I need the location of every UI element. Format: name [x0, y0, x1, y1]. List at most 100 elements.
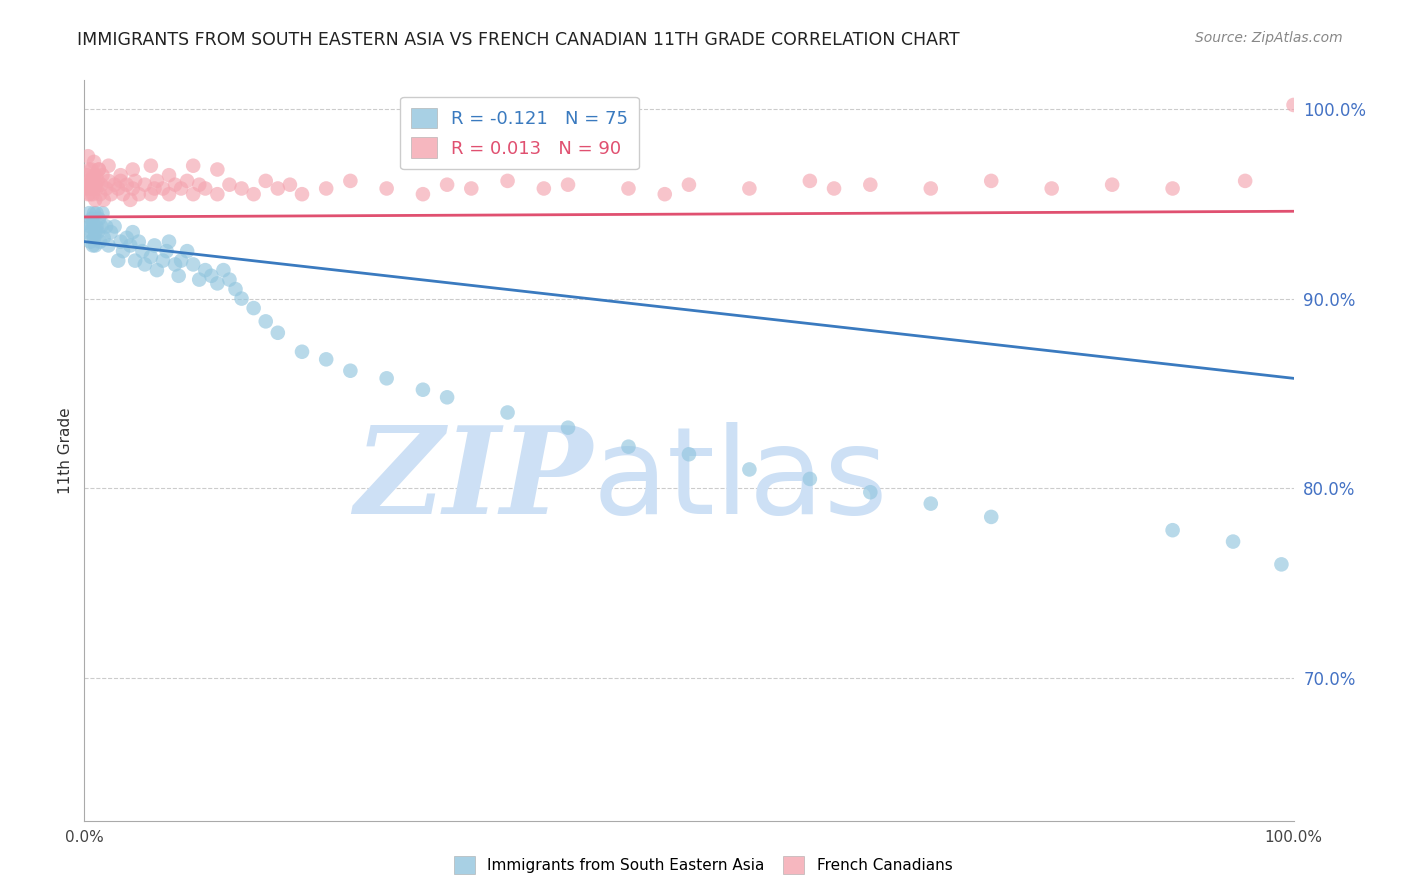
- Point: [143, 181, 166, 195]
- Point: [436, 178, 458, 192]
- Point: [134, 257, 156, 271]
- Point: [181, 257, 204, 271]
- Point: [157, 168, 180, 182]
- Point: [165, 178, 187, 192]
- Point: [93, 193, 115, 207]
- Point: [170, 181, 193, 195]
- Text: Source: ZipAtlas.com: Source: ZipAtlas.com: [1195, 31, 1343, 45]
- Point: [1282, 98, 1305, 112]
- Point: [194, 263, 217, 277]
- Point: [86, 219, 108, 234]
- Point: [165, 257, 187, 271]
- Point: [146, 263, 169, 277]
- Point: [87, 162, 110, 177]
- Point: [79, 174, 101, 188]
- Point: [139, 250, 162, 264]
- Point: [80, 178, 103, 192]
- Point: [76, 181, 98, 195]
- Point: [91, 168, 114, 182]
- Point: [86, 181, 108, 195]
- Point: [1270, 558, 1292, 572]
- Point: [77, 225, 100, 239]
- Point: [104, 178, 127, 192]
- Point: [146, 174, 169, 188]
- Point: [200, 268, 222, 283]
- Point: [94, 181, 117, 195]
- Point: [188, 178, 211, 192]
- Point: [91, 206, 114, 220]
- Point: [1161, 523, 1184, 537]
- Point: [167, 268, 190, 283]
- Point: [339, 364, 361, 378]
- Point: [77, 149, 100, 163]
- Point: [218, 178, 240, 192]
- Point: [207, 277, 229, 291]
- Point: [86, 174, 108, 188]
- Point: [412, 187, 434, 202]
- Point: [112, 244, 135, 259]
- Point: [242, 301, 264, 315]
- Point: [79, 187, 101, 202]
- Text: ZIP: ZIP: [354, 421, 592, 540]
- Point: [139, 187, 162, 202]
- Point: [1161, 181, 1184, 195]
- Point: [82, 174, 104, 188]
- Point: [79, 219, 101, 234]
- Point: [738, 181, 761, 195]
- Point: [139, 159, 162, 173]
- Point: [84, 178, 107, 192]
- Point: [181, 159, 204, 173]
- Point: [107, 181, 129, 195]
- Point: [1222, 534, 1244, 549]
- Point: [859, 485, 882, 500]
- Point: [315, 352, 337, 367]
- Point: [170, 253, 193, 268]
- Point: [128, 235, 150, 249]
- Point: [152, 181, 174, 195]
- Point: [155, 244, 177, 259]
- Point: [980, 174, 1002, 188]
- Point: [86, 168, 108, 182]
- Point: [859, 178, 882, 192]
- Point: [188, 272, 211, 286]
- Point: [115, 178, 138, 192]
- Point: [278, 178, 301, 192]
- Point: [617, 440, 640, 454]
- Point: [617, 181, 640, 195]
- Point: [100, 187, 122, 202]
- Point: [207, 187, 229, 202]
- Point: [267, 181, 290, 195]
- Point: [1040, 181, 1063, 195]
- Point: [86, 225, 108, 239]
- Point: [76, 216, 98, 230]
- Legend: R = -0.121   N = 75, R = 0.013   N = 90: R = -0.121 N = 75, R = 0.013 N = 90: [401, 96, 638, 169]
- Point: [87, 211, 110, 226]
- Point: [1101, 178, 1123, 192]
- Point: [110, 174, 132, 188]
- Point: [97, 174, 120, 188]
- Point: [110, 168, 132, 182]
- Text: atlas: atlas: [592, 422, 887, 539]
- Point: [121, 181, 143, 195]
- Point: [110, 235, 132, 249]
- Point: [120, 193, 142, 207]
- Point: [77, 206, 100, 220]
- Point: [181, 187, 204, 202]
- Point: [143, 238, 166, 252]
- Point: [120, 238, 142, 252]
- Point: [1234, 174, 1257, 188]
- Point: [77, 181, 100, 195]
- Point: [124, 174, 146, 188]
- Point: [157, 235, 180, 249]
- Point: [89, 187, 111, 202]
- Point: [77, 162, 100, 177]
- Point: [254, 174, 277, 188]
- Point: [90, 219, 112, 234]
- Point: [80, 162, 103, 177]
- Point: [242, 187, 264, 202]
- Point: [533, 181, 555, 195]
- Point: [339, 174, 361, 188]
- Legend: Immigrants from South Eastern Asia, French Canadians: Immigrants from South Eastern Asia, Fren…: [447, 850, 959, 880]
- Text: IMMIGRANTS FROM SOUTH EASTERN ASIA VS FRENCH CANADIAN 11TH GRADE CORRELATION CHA: IMMIGRANTS FROM SOUTH EASTERN ASIA VS FR…: [77, 31, 960, 49]
- Point: [225, 282, 247, 296]
